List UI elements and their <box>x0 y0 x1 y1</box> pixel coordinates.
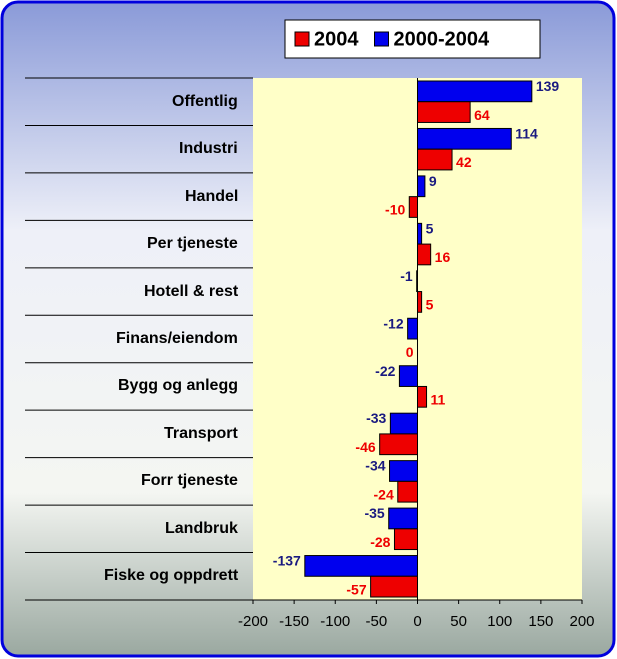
category-label: Offentlig <box>172 92 238 110</box>
value-label: 11 <box>431 392 446 408</box>
bar <box>370 575 418 598</box>
x-tick-label: 150 <box>528 613 553 630</box>
bar <box>417 222 423 245</box>
bar <box>417 80 533 103</box>
category-label: Handel <box>185 187 239 205</box>
value-label: -12 <box>383 315 403 331</box>
legend-swatch <box>294 31 310 47</box>
value-label: -33 <box>366 410 386 426</box>
value-label: 9 <box>429 173 437 189</box>
category-label: Per tjeneste <box>147 235 238 253</box>
bar <box>417 127 512 150</box>
value-label: 0 <box>406 344 414 360</box>
bar <box>397 480 419 503</box>
bar <box>417 243 432 266</box>
bar <box>393 528 419 551</box>
value-label: 139 <box>536 78 560 94</box>
category-label: Transport <box>164 424 238 442</box>
bar <box>389 460 419 482</box>
value-label: -1 <box>400 268 413 284</box>
bar <box>304 555 419 577</box>
bar <box>417 385 428 408</box>
x-tick-label: -50 <box>366 613 388 630</box>
value-label: -137 <box>273 553 301 569</box>
value-label: 5 <box>426 220 434 236</box>
x-tick-label: 100 <box>487 613 512 630</box>
category-label: Hotell & rest <box>144 282 239 300</box>
value-label: 114 <box>515 126 538 142</box>
value-label: -46 <box>355 439 375 455</box>
value-label: 42 <box>456 154 472 170</box>
value-label: 5 <box>426 297 434 313</box>
bar <box>417 291 423 313</box>
value-label: -34 <box>365 458 385 474</box>
value-label: 64 <box>474 107 490 123</box>
bar <box>379 433 419 456</box>
category-label: Industri <box>179 140 238 158</box>
bar <box>417 175 426 198</box>
bar <box>388 507 418 530</box>
bar <box>407 317 419 340</box>
category-label: Landbruk <box>165 519 238 537</box>
value-label: -22 <box>375 363 395 379</box>
legend-box <box>284 19 541 59</box>
bar <box>398 365 418 387</box>
legend-swatch <box>374 31 389 47</box>
bar <box>417 101 471 123</box>
category-label: Fiske og oppdrett <box>104 567 239 585</box>
x-tick-label: 200 <box>569 613 594 630</box>
value-label: -57 <box>346 581 366 597</box>
bar <box>408 196 418 218</box>
x-tick-label: -100 <box>320 613 350 630</box>
bar <box>417 148 453 171</box>
value-label: -35 <box>364 505 384 521</box>
x-tick-label: 50 <box>450 613 467 630</box>
category-label: Finans/eiendom <box>116 330 238 347</box>
legend-label: 2004 <box>314 28 359 50</box>
category-label: Bygg og anlegg <box>118 377 238 395</box>
value-label: 16 <box>435 249 451 265</box>
x-tick-label: -150 <box>279 613 309 630</box>
value-label: -24 <box>374 486 394 502</box>
category-label: Forr tjeneste <box>141 472 238 490</box>
bar <box>389 412 419 435</box>
legend-label: 2000-2004 <box>394 28 491 50</box>
x-tick-label: 0 <box>413 613 421 630</box>
value-label: -10 <box>385 202 405 218</box>
value-label: -28 <box>370 534 390 550</box>
x-tick-label: -200 <box>238 613 268 630</box>
